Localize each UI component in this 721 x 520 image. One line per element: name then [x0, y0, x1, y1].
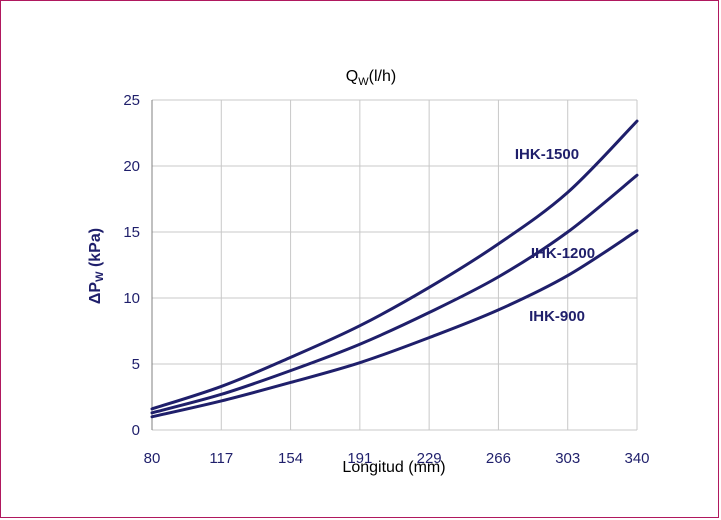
series-label-ihk-1500: IHK-1500 [515, 146, 579, 163]
chart-title: QW(l/h) [346, 68, 396, 88]
x-axis-label: Longitud (mm) [342, 459, 445, 476]
series-line-ihk-1200 [150, 173, 639, 415]
y-axis-label: ΔPW (kPa) [87, 228, 106, 304]
series-label-ihk-900: IHK-900 [529, 308, 585, 325]
series-line-ihk-900 [150, 229, 639, 419]
series-line-ihk-1500 [150, 119, 639, 411]
y-tick-label: 5 [132, 356, 140, 373]
y-tick-label: 0 [132, 422, 140, 439]
x-tick-label: 191 [347, 450, 372, 467]
x-tick-label: 266 [486, 450, 511, 467]
series-labels: IHK-1500 IHK-1200 IHK-900 [515, 146, 595, 325]
grid [151, 99, 638, 431]
y-tick-label: 25 [123, 92, 140, 109]
x-tick-labels: 80 117 154 191 229 266 303 340 [144, 450, 650, 467]
y-tick-label: 20 [123, 158, 140, 175]
y-tick-labels: 0 5 10 15 20 25 [123, 92, 140, 439]
x-tick-label: 117 [209, 450, 233, 467]
y-tick-label: 15 [123, 224, 140, 241]
y-tick-label: 10 [123, 290, 140, 307]
series-lines [150, 119, 639, 419]
x-tick-label: 303 [555, 450, 580, 467]
x-tick-label: 229 [417, 450, 442, 467]
series-label-ihk-1200: IHK-1200 [531, 245, 595, 262]
x-tick-label: 340 [624, 450, 649, 467]
x-tick-label: 154 [278, 450, 303, 467]
x-tick-label: 80 [144, 450, 161, 467]
